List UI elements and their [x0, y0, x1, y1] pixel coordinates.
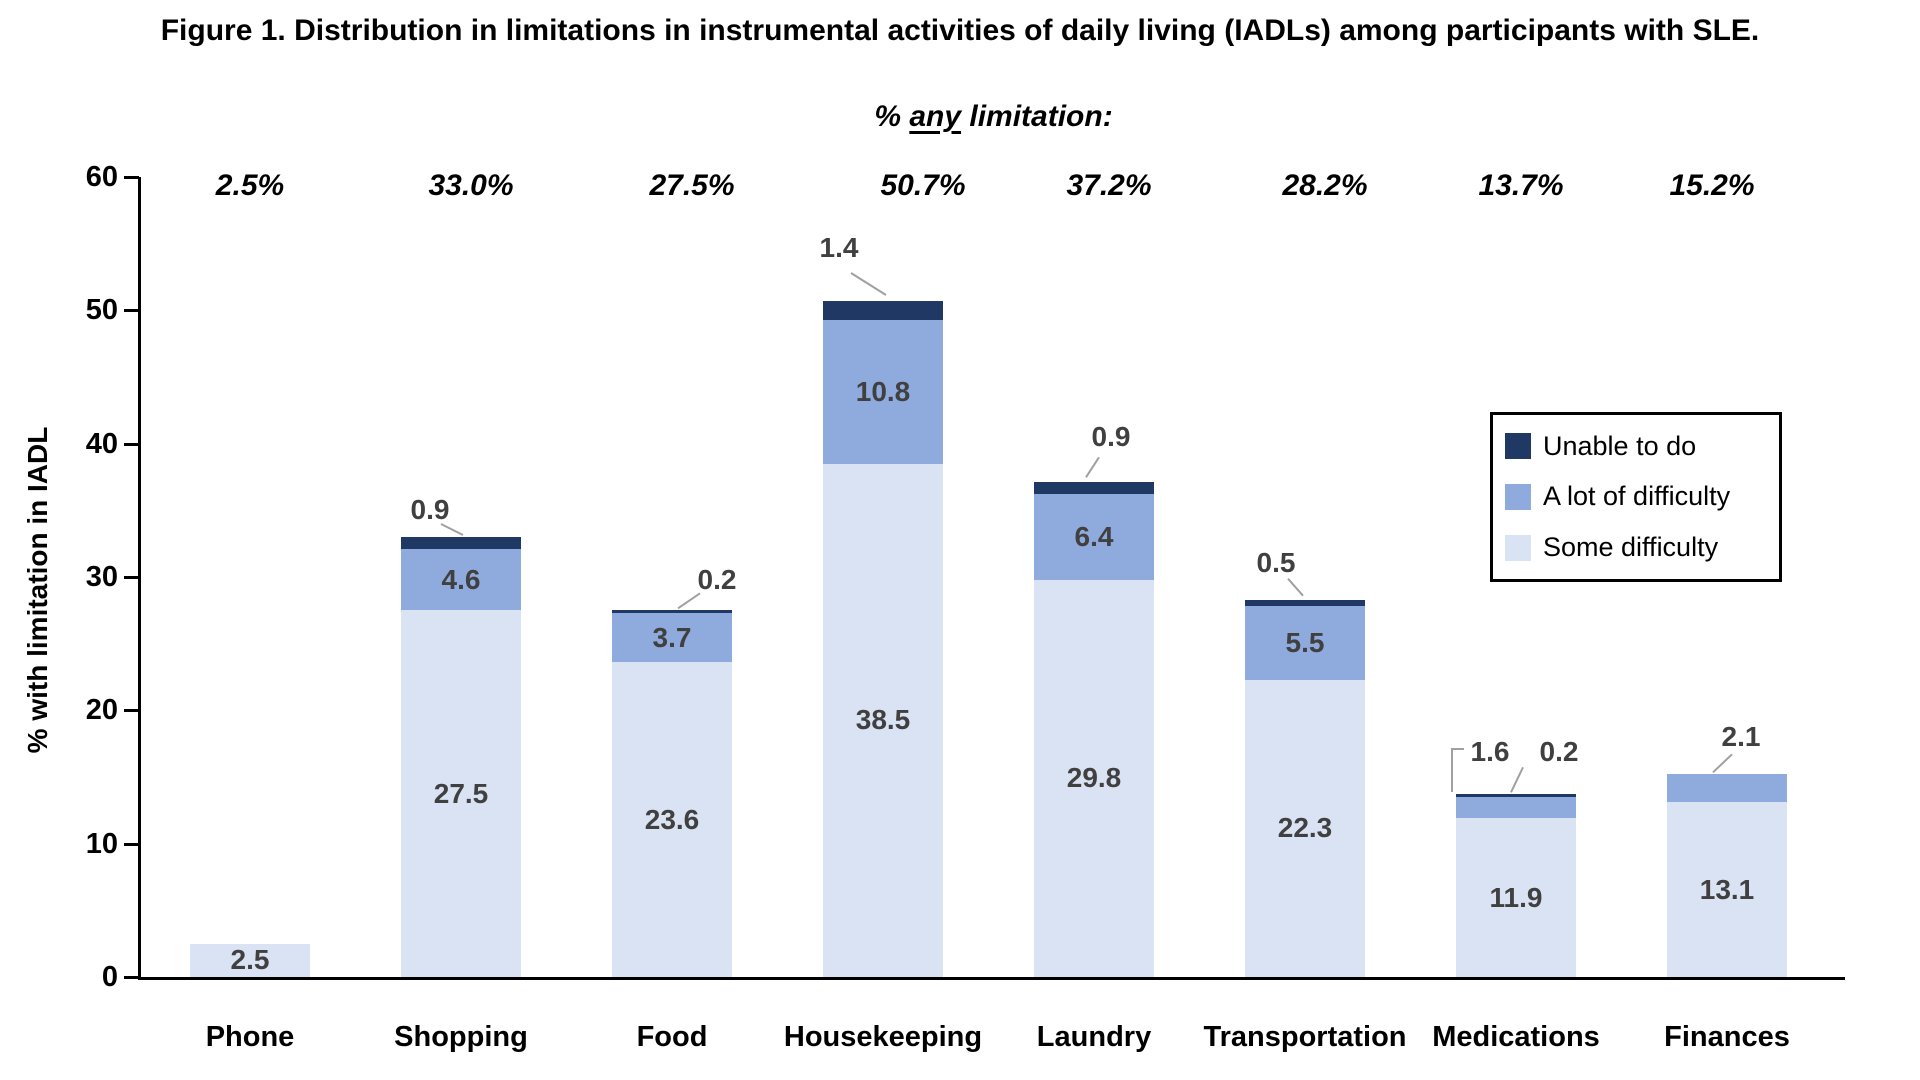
value-label-housekeeping-a-lot-of-difficulty: 10.8	[855, 375, 911, 407]
category-label-phone: Phone	[205, 1021, 295, 1053]
y-tick-mark-40	[124, 442, 139, 446]
category-label-transportation: Transportation	[1203, 1021, 1407, 1053]
value-label-medications-unable-to-do: 0.2	[1539, 736, 1579, 768]
leader-line-medications-unable-to-do	[1510, 766, 1524, 793]
bar-segment-medications-unable-to-do	[1456, 794, 1576, 798]
value-label-finances-a-lot-of-difficulty: 2.1	[1721, 721, 1761, 753]
bar-segment-housekeeping-unable-to-do	[823, 301, 943, 320]
x-axis-line	[138, 977, 1845, 980]
bar-segment-transportation-a-lot-of-difficulty	[1245, 606, 1365, 680]
any-limitation-pct-finances: 15.2%	[1669, 169, 1755, 202]
legend-label: A lot of difficulty	[1543, 481, 1731, 512]
y-tick-label-30: 30	[85, 561, 118, 593]
bar-segment-laundry-unable-to-do	[1034, 482, 1154, 495]
value-label-food-some-difficulty: 23.6	[644, 803, 700, 835]
value-label-housekeeping-some-difficulty: 38.5	[855, 704, 911, 736]
category-label-medications: Medications	[1432, 1021, 1600, 1053]
category-label-shopping: Shopping	[394, 1021, 528, 1053]
category-label-housekeeping: Housekeeping	[783, 1021, 983, 1053]
bar-segment-phone-some-difficulty	[190, 943, 310, 977]
legend-swatch-some-difficulty	[1505, 534, 1531, 561]
y-tick-label-50: 50	[85, 294, 118, 327]
value-label-laundry-some-difficulty: 29.8	[1066, 762, 1122, 794]
legend-item-some-difficulty: Some difficulty	[1505, 532, 1779, 563]
legend-item-unable-to-do: Unable to do	[1505, 431, 1779, 462]
bar-segment-shopping-unable-to-do	[401, 537, 521, 549]
y-tick-mark-0	[124, 976, 139, 979]
category-label-finances: Finances	[1664, 1021, 1790, 1053]
subtitle-suffix: limitation:	[961, 100, 1113, 133]
bar-segment-transportation-some-difficulty	[1245, 679, 1365, 977]
any-limitation-pct-laundry: 37.2%	[1066, 169, 1152, 202]
bar-segment-housekeeping-some-difficulty	[823, 463, 943, 977]
value-label-food-a-lot-of-difficulty: 3.7	[652, 621, 692, 653]
value-label-transportation-unable-to-do: 0.5	[1256, 546, 1296, 578]
category-label-laundry: Laundry	[1036, 1021, 1152, 1053]
legend-swatch-unable-to-do	[1505, 433, 1531, 460]
legend-swatch-a-lot-of-difficulty	[1505, 483, 1531, 510]
chart-subtitle: % any limitation:	[140, 100, 1847, 134]
y-tick-mark-50	[124, 309, 139, 313]
leader-line-housekeeping-unable-to-do	[850, 272, 887, 296]
value-label-medications-a-lot-of-difficulty: 1.6	[1470, 736, 1510, 767]
bar-segment-food-some-difficulty	[612, 662, 732, 977]
leader-line-transportation-unable-to-do	[1287, 578, 1304, 597]
y-axis-line	[138, 177, 141, 980]
bar-segment-food-a-lot-of-difficulty	[612, 613, 732, 663]
bar-segment-medications-a-lot-of-difficulty	[1456, 797, 1576, 819]
bar-segment-laundry-some-difficulty	[1034, 579, 1154, 977]
value-label-shopping-unable-to-do: 0.9	[410, 494, 450, 525]
y-tick-mark-20	[124, 709, 139, 713]
bar-segment-finances-a-lot-of-difficulty	[1667, 774, 1787, 803]
bar-segment-medications-some-difficulty	[1456, 818, 1576, 977]
bar-segment-food-unable-to-do	[612, 610, 732, 614]
legend-box: Unable to do A lot of difficulty Some di…	[1490, 412, 1782, 582]
legend-label: Some difficulty	[1543, 532, 1719, 563]
bar-segment-laundry-a-lot-of-difficulty	[1034, 494, 1154, 580]
value-label-laundry-unable-to-do: 0.9	[1091, 421, 1131, 453]
leader-line-finances-a-lot-of-difficulty	[1712, 753, 1733, 774]
bar-segment-shopping-a-lot-of-difficulty	[401, 549, 521, 611]
value-label-housekeeping-unable-to-do: 1.4	[819, 232, 859, 263]
category-label-food: Food	[636, 1021, 708, 1053]
legend-item-a-lot-of-difficulty: A lot of difficulty	[1505, 481, 1779, 512]
any-limitation-pct-shopping: 33.0%	[428, 169, 514, 202]
y-tick-label-40: 40	[85, 427, 118, 460]
bar-segment-shopping-some-difficulty	[401, 610, 521, 977]
figure-title: Figure 1. Distribution in limitations in…	[160, 14, 1760, 47]
value-label-transportation-some-difficulty: 22.3	[1277, 812, 1333, 844]
value-label-finances-some-difficulty: 13.1	[1699, 873, 1755, 905]
legend-label: Unable to do	[1543, 430, 1697, 461]
bar-segment-finances-some-difficulty	[1667, 802, 1787, 977]
bar-segment-housekeeping-a-lot-of-difficulty	[823, 319, 943, 464]
value-label-laundry-a-lot-of-difficulty: 6.4	[1074, 521, 1114, 552]
any-limitation-pct-transportation: 28.2%	[1282, 169, 1368, 202]
y-tick-label-10: 10	[85, 827, 118, 860]
value-label-medications-some-difficulty: 11.9	[1489, 881, 1543, 913]
any-limitation-pct-medications: 13.7%	[1478, 169, 1564, 202]
bar-segment-transportation-unable-to-do	[1245, 599, 1365, 607]
value-label-food-unable-to-do: 0.2	[697, 564, 737, 596]
value-label-phone-some-difficulty: 2.5	[230, 944, 270, 976]
y-tick-label-0: 0	[101, 961, 118, 993]
any-limitation-pct-food: 27.5%	[649, 169, 735, 202]
value-label-shopping-a-lot-of-difficulty: 4.6	[441, 563, 481, 595]
subtitle-prefix: %	[874, 100, 910, 133]
subtitle-underlined-word: any	[909, 100, 962, 133]
y-tick-mark-30	[124, 576, 139, 579]
y-tick-label-20: 20	[85, 694, 118, 727]
any-limitation-pct-phone: 2.5%	[215, 169, 285, 202]
value-label-transportation-a-lot-of-difficulty: 5.5	[1285, 627, 1325, 658]
any-limitation-pct-housekeeping: 50.7%	[880, 169, 966, 202]
leader-line-laundry-unable-to-do	[1085, 456, 1100, 478]
value-label-shopping-some-difficulty: 27.5	[433, 777, 489, 809]
y-tick-mark-60	[124, 176, 139, 179]
y-tick-label-60: 60	[85, 161, 118, 193]
y-tick-mark-10	[124, 842, 139, 846]
